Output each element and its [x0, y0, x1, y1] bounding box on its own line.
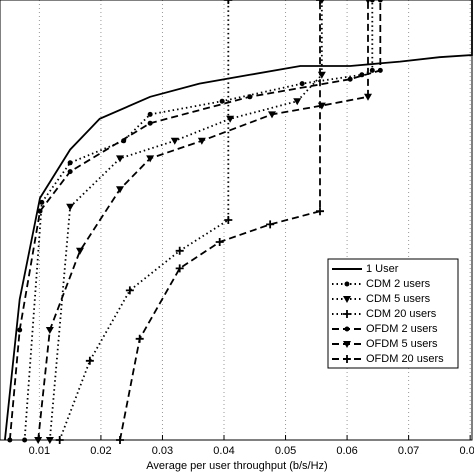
x-tick-label: 0.06: [336, 445, 357, 457]
marker: [197, 137, 206, 145]
marker: [175, 246, 184, 255]
marker: [226, 115, 235, 123]
legend-marker: [343, 310, 351, 318]
marker: [299, 81, 305, 87]
plot-frame: [0, 0, 473, 441]
marker: [76, 247, 84, 255]
x-tick-label: 0.08: [459, 445, 474, 457]
legend-marker: [343, 296, 351, 303]
marker: [7, 437, 13, 443]
marker: [365, 0, 371, 4]
marker: [364, 93, 372, 101]
series-line: [4, 0, 473, 441]
x-tick-label: 0.03: [152, 445, 173, 457]
marker: [170, 137, 179, 145]
marker: [347, 76, 353, 82]
marker: [116, 186, 124, 194]
marker: [146, 155, 155, 163]
legend: 1 User CDM 2 users CDM 5 users CDM 20 users…: [327, 258, 459, 369]
legend-marker: [344, 326, 350, 332]
legend-label: OFDM 2 users: [366, 323, 438, 335]
legend-label: CDM 2 users: [366, 278, 431, 290]
marker: [224, 216, 233, 224]
x-tick-label: 0.01: [29, 445, 50, 457]
marker: [22, 437, 28, 443]
marker: [377, 0, 383, 3]
marker: [147, 111, 153, 117]
marker: [67, 169, 73, 175]
marker: [67, 160, 73, 166]
marker: [85, 356, 94, 365]
marker: [268, 111, 276, 119]
series-line: [23, 0, 374, 441]
marker: [247, 94, 253, 100]
marker: [45, 437, 54, 444]
marker: [369, 0, 375, 3]
marker: [316, 0, 324, 4]
series-line: [58, 0, 230, 441]
marker: [316, 207, 324, 216]
legend-marker: [344, 281, 350, 287]
marker: [17, 327, 23, 333]
marker: [377, 67, 383, 73]
x-tick-label: 0.05: [275, 445, 296, 457]
marker: [224, 0, 233, 4]
series-line: [48, 0, 323, 441]
marker: [37, 208, 43, 214]
series-line: [119, 0, 321, 441]
marker: [175, 264, 184, 273]
marker: [293, 98, 302, 106]
legend-label: CDM 20 users: [366, 308, 437, 320]
legend-label: OFDM 5 users: [366, 338, 438, 350]
marker: [135, 334, 144, 343]
marker: [125, 286, 134, 295]
legend-marker: [343, 355, 351, 363]
marker: [55, 436, 64, 444]
x-tick-label: 0.02: [90, 445, 111, 457]
x-axis-label: Average per user throughput (b/s/Hz): [146, 460, 327, 472]
marker: [45, 327, 54, 334]
marker: [66, 203, 75, 211]
marker: [359, 72, 365, 78]
legend-marker: [343, 341, 351, 348]
marker: [116, 436, 124, 444]
legend-label: OFDM 20 users: [366, 353, 444, 365]
legend-label: CDM 5 users: [366, 293, 431, 305]
legend-label: 1 User: [366, 263, 399, 275]
marker: [215, 238, 224, 246]
marker: [39, 199, 45, 205]
x-tick-label: 0.07: [398, 445, 419, 457]
marker: [34, 437, 43, 444]
marker: [116, 155, 124, 163]
marker: [266, 220, 275, 229]
marker: [147, 120, 153, 126]
marker: [219, 98, 225, 104]
marker: [369, 67, 375, 73]
x-tick-label: 0.04: [213, 445, 234, 457]
